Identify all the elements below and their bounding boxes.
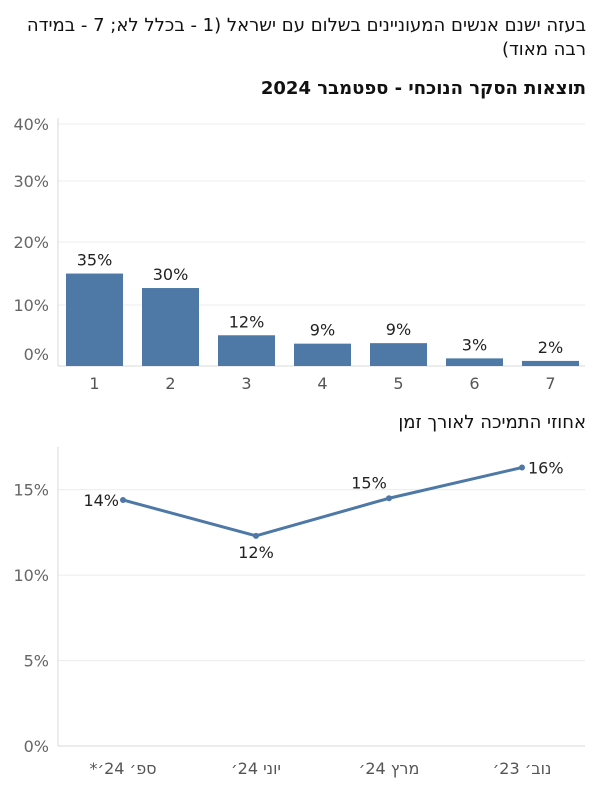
line-chart-title: אחוזי התמיכה לאורך זמן [398, 412, 586, 433]
line-y-tick-label: 15% [13, 481, 49, 500]
bar-data-label: 9% [386, 320, 411, 339]
bar-y-tick-label: 30% [13, 172, 49, 191]
line-data-label: 15% [351, 473, 387, 492]
bar-y-tick-label: 0% [24, 345, 49, 364]
bar-x-tick-label: 5 [393, 374, 403, 393]
series-point [253, 532, 259, 539]
line-y-tick-label: 0% [24, 737, 49, 756]
series-point [120, 496, 126, 503]
line-x-tick-label: מרץ 24׳ [359, 759, 420, 778]
bar-x-tick-label: 4 [317, 374, 327, 393]
bar [218, 335, 275, 366]
bar [446, 358, 503, 366]
bar-data-label: 2% [538, 338, 563, 357]
bar-y-tick-label: 40% [13, 115, 49, 134]
bar-y-tick-label: 20% [13, 233, 49, 252]
line-x-tick-label: ספ׳ 24׳* [89, 759, 156, 778]
line-y-tick-label: 10% [13, 566, 49, 585]
bar [370, 343, 427, 366]
bar [142, 288, 199, 366]
series-line [122, 466, 523, 538]
chart-title: בעזה ישנם אנשים המעוניינים בשלום עם ישרא… [26, 15, 586, 60]
line-data-label: 12% [238, 543, 274, 562]
line-data-label: 14% [83, 491, 119, 510]
bar-data-label: 3% [462, 335, 487, 354]
line-y-tick-label: 5% [24, 652, 49, 671]
bar-x-tick-label: 7 [545, 374, 555, 393]
line-x-tick-label: נוב׳ 23׳ [493, 759, 552, 778]
bar-x-tick-label: 2 [165, 374, 175, 393]
bar-data-label: 35% [77, 251, 113, 270]
bar-data-label: 12% [229, 312, 265, 331]
bar-x-tick-label: 1 [89, 374, 99, 393]
bar-data-label: 9% [310, 321, 335, 340]
bar-data-label: 30% [153, 265, 189, 284]
line-x-tick-label: יוני 24׳ [231, 759, 281, 778]
bar [522, 360, 579, 366]
series-point [386, 495, 392, 502]
bar [66, 273, 123, 366]
line-data-label: 16% [528, 459, 564, 478]
bar-y-tick-label: 10% [13, 296, 49, 315]
chart-subtitle: תוצאות הסקר הנוכחי - ספטמבר 2024 [260, 78, 586, 99]
bar [294, 343, 351, 366]
bar-x-tick-label: 6 [469, 374, 479, 393]
bar-x-tick-label: 3 [241, 374, 251, 393]
series-point [519, 464, 525, 471]
